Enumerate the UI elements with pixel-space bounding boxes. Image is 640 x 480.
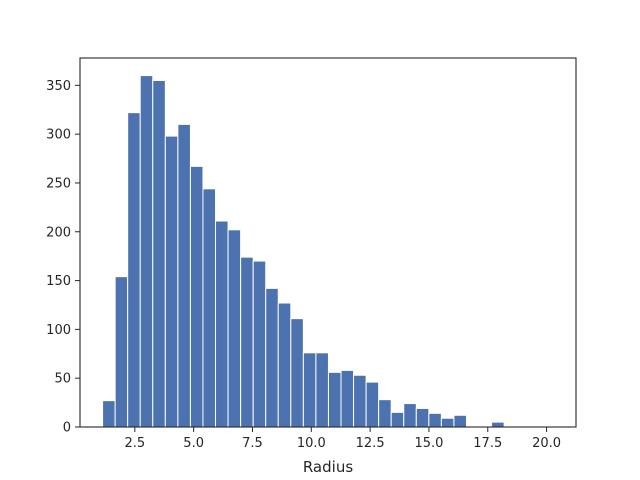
y-tick-label: 50 [54,372,71,387]
y-tick-label: 150 [46,274,71,289]
x-tick-label: 7.5 [242,436,263,451]
histogram-bars [102,75,505,428]
histogram-bar [265,287,279,428]
histogram-bar [189,165,204,428]
histogram-bar [127,112,141,428]
x-tick-label: 10.0 [297,436,326,451]
histogram-bar [240,256,254,428]
histogram-bar [277,302,292,428]
histogram-bar [378,399,392,428]
histogram-bar [102,400,116,428]
histogram-bar [415,407,430,428]
histogram-bar [177,123,191,428]
histogram-bar [290,318,304,428]
histogram-bar [252,260,267,428]
histogram-bar [453,414,467,428]
histogram-bar [139,75,154,428]
y-tick-label: 300 [46,128,71,143]
y-tick-label: 200 [46,225,71,240]
histogram-bar [353,374,367,428]
histogram-bar [491,421,505,428]
x-tick-label: 5.0 [183,436,204,451]
y-tick-label: 250 [46,176,71,191]
histogram-bar [227,229,242,428]
y-tick-label: 0 [63,421,71,436]
histogram-bar [202,188,217,428]
histogram-bar [164,135,179,428]
histogram-bar [440,417,455,428]
histogram-bar [114,276,129,428]
histogram-bar [302,352,317,428]
x-tick-label: 17.5 [473,436,502,451]
histogram-bar [327,371,342,428]
histogram-bar [215,220,229,428]
x-tick-label: 20.0 [532,436,561,451]
x-axis-label: Radius [303,458,353,476]
histogram-bar [315,352,329,428]
y-tick-label: 350 [46,79,71,94]
histogram-bar [390,411,405,428]
x-tick-label: 2.5 [124,436,145,451]
histogram-bar [365,381,380,428]
histogram-bar [340,369,355,428]
x-axis-ticks: 2.5 5.0 7.5 10.0 12.5 15.0 17.5 20.0 [124,427,561,451]
x-tick-label: 15.0 [414,436,443,451]
histogram-bar [403,403,417,428]
x-tick-label: 12.5 [356,436,385,451]
y-tick-label: 100 [46,323,71,338]
histogram-bar [152,79,166,428]
histogram-bar [428,412,442,428]
plot-frame [79,57,577,428]
y-axis-ticks: 0 50 100 150 200 250 300 350 [46,79,80,436]
